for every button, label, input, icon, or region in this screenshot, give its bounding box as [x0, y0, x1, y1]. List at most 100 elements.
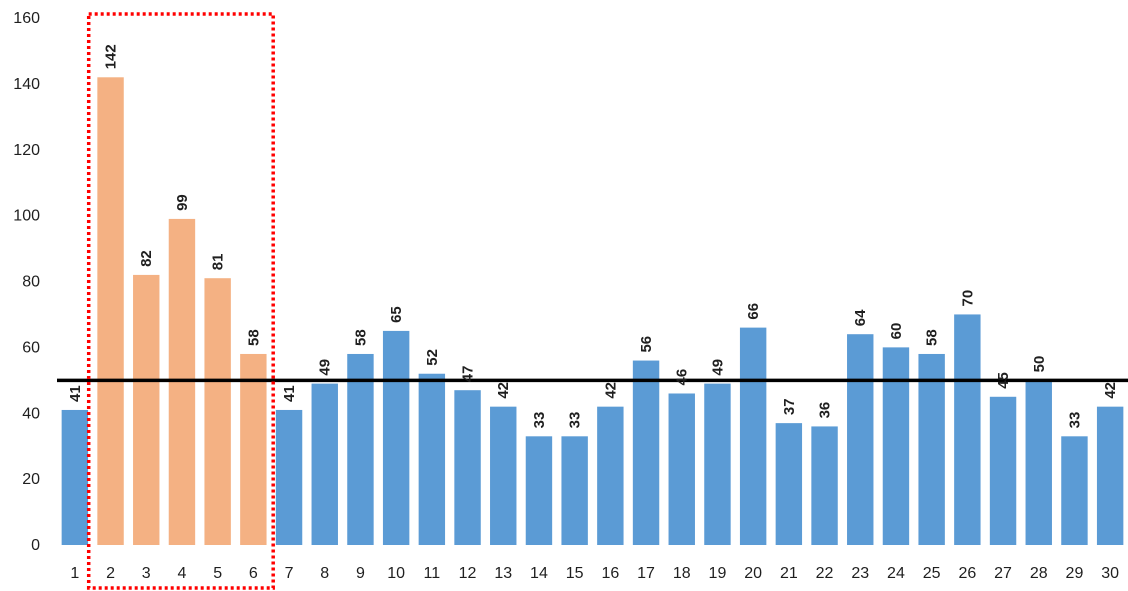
- data-label: 47: [460, 366, 477, 383]
- x-tick-label: 6: [249, 565, 258, 582]
- data-label: 60: [888, 323, 905, 340]
- x-tick-label: 12: [459, 565, 477, 582]
- data-label: 66: [745, 303, 762, 320]
- x-tick-label: 15: [566, 565, 584, 582]
- data-label: 42: [1102, 382, 1119, 399]
- data-label: 33: [567, 412, 584, 429]
- x-tick-label: 25: [923, 565, 941, 582]
- x-tick-label: 5: [213, 565, 222, 582]
- data-label: 41: [67, 385, 84, 402]
- data-label: 49: [317, 359, 334, 376]
- highlighted-bar: [133, 274, 160, 545]
- y-tick-label: 60: [22, 339, 40, 356]
- highlighted-bar: [97, 77, 124, 545]
- x-tick-label: 8: [320, 565, 329, 582]
- y-tick-label: 140: [13, 76, 40, 93]
- x-tick-label: 3: [142, 565, 151, 582]
- x-tick-label: 28: [1030, 565, 1048, 582]
- x-tick-label: 24: [887, 565, 905, 582]
- x-tick-label: 21: [780, 565, 798, 582]
- bar: [561, 436, 588, 545]
- data-label: 56: [638, 336, 655, 353]
- highlight-box-group: [86, 12, 275, 590]
- y-axis: 0 20 40 60 80 100 120 140 160: [13, 10, 40, 554]
- bar: [739, 327, 767, 545]
- data-label: 58: [352, 329, 369, 346]
- bar: [418, 373, 446, 545]
- x-tick-label: 11: [424, 565, 441, 582]
- data-label: 99: [174, 194, 191, 211]
- bar: [668, 393, 695, 545]
- data-label: 64: [852, 309, 869, 326]
- data-label: 42: [495, 382, 512, 399]
- bar: [347, 353, 374, 545]
- data-label: 82: [138, 250, 155, 267]
- x-tick-label: 7: [285, 565, 294, 582]
- data-label: 41: [281, 385, 298, 402]
- x-tick-label: 13: [494, 565, 512, 582]
- bar: [1061, 436, 1088, 545]
- bar: [61, 409, 89, 545]
- x-tick-label: 30: [1101, 565, 1119, 582]
- bar: [882, 347, 910, 545]
- bar: [275, 409, 303, 545]
- data-label: 42: [602, 382, 619, 399]
- data-label: 36: [817, 402, 834, 419]
- bar: [811, 426, 838, 545]
- data-label: 37: [781, 398, 798, 415]
- bar: [490, 406, 517, 545]
- bar: [382, 330, 410, 545]
- bar: [775, 423, 803, 545]
- x-tick-label: 1: [70, 565, 79, 582]
- data-label: 33: [531, 412, 548, 429]
- data-labels: 41 142 82 99 81 58 41 49 58 65 52 47 42 33 33 42 56 46 49 6…: [67, 44, 1119, 428]
- data-label: 50: [1031, 356, 1048, 373]
- bar: [989, 396, 1017, 545]
- highlight-box: [86, 12, 275, 590]
- bar: [847, 334, 874, 545]
- x-axis: 1 2 3 4 5 6 7 8 9 10 11 12 13 14 15 16 17 18 19 20 21 22 23 24 2…: [70, 565, 1119, 582]
- y-tick-label: 80: [22, 274, 40, 291]
- bar: [918, 353, 945, 545]
- y-tick-label: 20: [22, 471, 40, 488]
- y-tick-label: 40: [22, 405, 40, 422]
- data-label: 142: [103, 44, 120, 69]
- x-tick-label: 17: [637, 565, 655, 582]
- x-tick-label: 23: [851, 565, 869, 582]
- bar: [1025, 380, 1052, 545]
- data-label: 65: [388, 306, 405, 323]
- data-label: 58: [924, 329, 941, 346]
- bar: [454, 390, 481, 545]
- x-tick-label: 14: [530, 565, 548, 582]
- bar: [1096, 406, 1124, 545]
- data-label: 81: [210, 254, 227, 271]
- bar: [954, 314, 981, 545]
- x-tick-label: 29: [1066, 565, 1084, 582]
- data-label: 45: [995, 372, 1012, 389]
- y-tick-label: 160: [13, 10, 40, 27]
- data-label: 33: [1066, 412, 1083, 429]
- bar-series: [61, 77, 1124, 545]
- x-tick-label: 4: [177, 565, 186, 582]
- bar: [597, 406, 624, 545]
- bar: [311, 383, 338, 545]
- bar: [704, 383, 731, 545]
- data-label: 58: [245, 329, 262, 346]
- x-tick-label: 22: [816, 565, 834, 582]
- y-tick-label: 100: [13, 208, 40, 225]
- y-tick-label: 120: [13, 142, 40, 159]
- x-tick-label: 26: [958, 565, 976, 582]
- x-tick-label: 10: [387, 565, 405, 582]
- data-label: 70: [959, 290, 976, 307]
- x-tick-label: 9: [356, 565, 365, 582]
- x-tick-label: 20: [744, 565, 762, 582]
- y-tick-label: 0: [31, 537, 40, 554]
- bar: [525, 436, 553, 545]
- highlighted-bar: [204, 278, 231, 545]
- data-label: 49: [709, 359, 726, 376]
- data-label: 46: [674, 369, 691, 386]
- x-tick-label: 19: [709, 565, 727, 582]
- x-tick-label: 27: [994, 565, 1012, 582]
- x-tick-label: 16: [601, 565, 619, 582]
